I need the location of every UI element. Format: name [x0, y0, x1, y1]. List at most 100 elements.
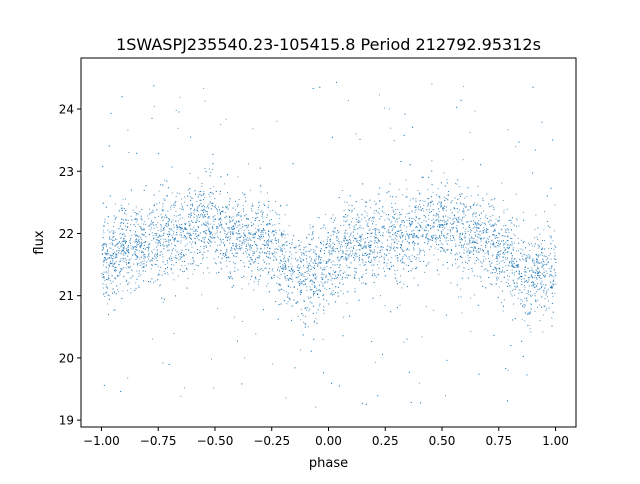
data-point [108, 314, 109, 316]
data-point [288, 279, 289, 281]
data-point [438, 227, 440, 228]
data-point [143, 228, 145, 230]
data-point [159, 202, 161, 204]
data-point [372, 223, 374, 225]
data-point [320, 257, 322, 259]
data-point [316, 247, 318, 249]
data-point [297, 259, 299, 261]
data-point [316, 290, 318, 292]
data-point [227, 174, 228, 176]
data-point [432, 309, 434, 311]
data-point [363, 246, 365, 248]
data-point [120, 253, 122, 255]
data-point [307, 265, 309, 267]
data-point [206, 206, 208, 208]
data-point [203, 199, 204, 201]
data-point [493, 268, 495, 270]
data-point [184, 387, 186, 389]
data-point [172, 272, 174, 274]
data-point [252, 234, 254, 236]
data-point [281, 248, 283, 250]
data-point [210, 223, 212, 225]
data-point [504, 250, 506, 252]
data-point [507, 129, 509, 131]
data-point [485, 241, 487, 243]
data-point [473, 275, 475, 276]
data-point [226, 233, 228, 235]
data-point [330, 246, 331, 248]
data-point [122, 249, 124, 251]
data-point [373, 236, 375, 237]
data-point [396, 221, 398, 223]
data-point [550, 274, 552, 276]
data-point [137, 256, 139, 258]
data-point [200, 190, 202, 192]
data-point [353, 226, 355, 228]
data-point [236, 244, 238, 246]
data-point [132, 275, 134, 277]
data-point [513, 303, 514, 305]
data-point [401, 287, 403, 289]
data-point [238, 199, 240, 200]
data-point [158, 190, 160, 192]
data-point [308, 310, 310, 312]
data-point [338, 286, 340, 288]
data-point [269, 223, 271, 225]
data-point [195, 236, 197, 237]
data-point [287, 258, 289, 260]
data-point [405, 264, 407, 266]
data-point [427, 188, 429, 190]
data-point [155, 234, 157, 236]
data-point [502, 260, 504, 262]
data-point [338, 260, 340, 262]
data-point [249, 254, 250, 256]
data-point [394, 203, 396, 204]
data-point [171, 264, 173, 265]
data-point [554, 272, 556, 274]
data-point [503, 243, 505, 244]
data-point [306, 237, 308, 239]
data-point [411, 254, 413, 256]
data-point [144, 248, 146, 250]
data-point [130, 238, 132, 240]
data-point [297, 270, 299, 271]
data-point [507, 228, 509, 229]
data-point [279, 247, 281, 249]
data-point [427, 198, 429, 200]
data-point [527, 281, 529, 283]
data-point [244, 251, 246, 253]
data-point [168, 257, 170, 259]
data-point [106, 262, 108, 263]
data-point [295, 245, 297, 247]
data-point [109, 236, 111, 238]
data-point [113, 263, 114, 265]
data-point [438, 273, 440, 275]
data-point [234, 223, 236, 225]
data-point [458, 221, 460, 223]
data-point [232, 216, 234, 218]
data-point [329, 293, 331, 295]
data-point [364, 216, 366, 218]
data-point [437, 225, 438, 227]
data-point [331, 253, 333, 255]
data-point [394, 232, 396, 234]
data-point [408, 236, 410, 238]
data-point [179, 214, 181, 216]
data-point [511, 241, 513, 243]
data-point [330, 261, 332, 263]
data-point [219, 193, 221, 195]
data-point [168, 241, 170, 243]
data-point [525, 280, 527, 282]
data-point [209, 239, 210, 241]
data-point [522, 211, 524, 213]
data-point [369, 256, 370, 258]
data-point [402, 258, 404, 260]
data-point [152, 210, 154, 211]
data-point [268, 235, 270, 236]
data-point [375, 202, 377, 204]
data-point [237, 225, 239, 227]
data-point [250, 232, 252, 234]
data-point [156, 264, 158, 266]
data-point [496, 276, 498, 278]
data-point [445, 251, 447, 253]
